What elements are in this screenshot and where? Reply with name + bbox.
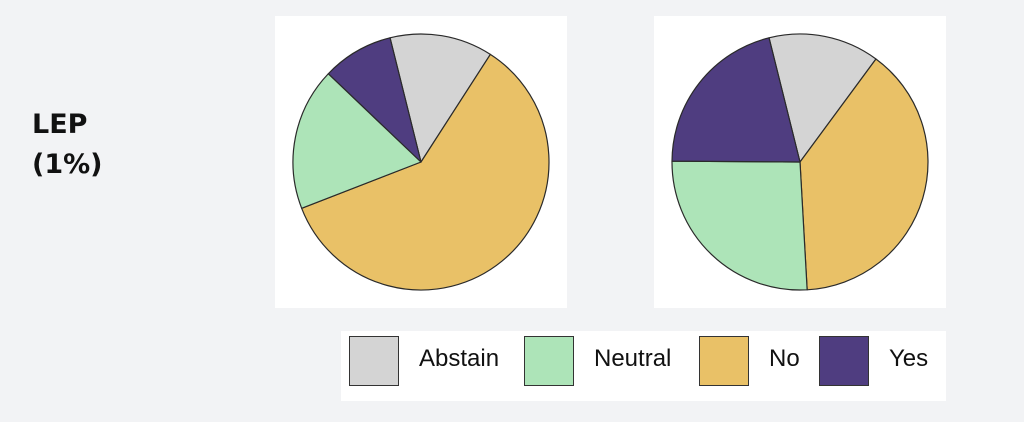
pie-slice-yes bbox=[671, 37, 801, 163]
legend-label-yes: Yes bbox=[889, 345, 929, 372]
row-label-title: LEP bbox=[32, 109, 88, 140]
legend-label-no: No bbox=[769, 345, 800, 372]
row-label: LEP (1%) bbox=[32, 105, 103, 185]
pie-slice-no bbox=[799, 58, 929, 291]
pie-chart-right bbox=[654, 16, 946, 308]
pie-slice-abstain bbox=[389, 33, 491, 163]
pie-slice-neutral bbox=[292, 73, 422, 209]
pie-slice-neutral bbox=[671, 160, 808, 291]
legend: Abstain Neutral No Yes bbox=[341, 331, 946, 401]
legend-swatch-yes bbox=[819, 336, 869, 386]
legend-label-abstain: Abstain bbox=[419, 345, 500, 372]
pie-chart-left bbox=[275, 16, 567, 308]
pie-slice-abstain bbox=[768, 33, 877, 163]
legend-swatch-abstain bbox=[349, 336, 399, 386]
pie-slice-yes bbox=[327, 37, 422, 163]
legend-swatch-neutral bbox=[524, 336, 574, 386]
legend-swatch-no bbox=[699, 336, 749, 386]
pie-slice-no bbox=[301, 53, 550, 291]
legend-label-neutral: Neutral bbox=[594, 345, 672, 372]
row-label-percent: (1%) bbox=[32, 149, 103, 180]
pie-chart-right-svg bbox=[671, 33, 929, 291]
pie-chart-left-svg bbox=[292, 33, 550, 291]
